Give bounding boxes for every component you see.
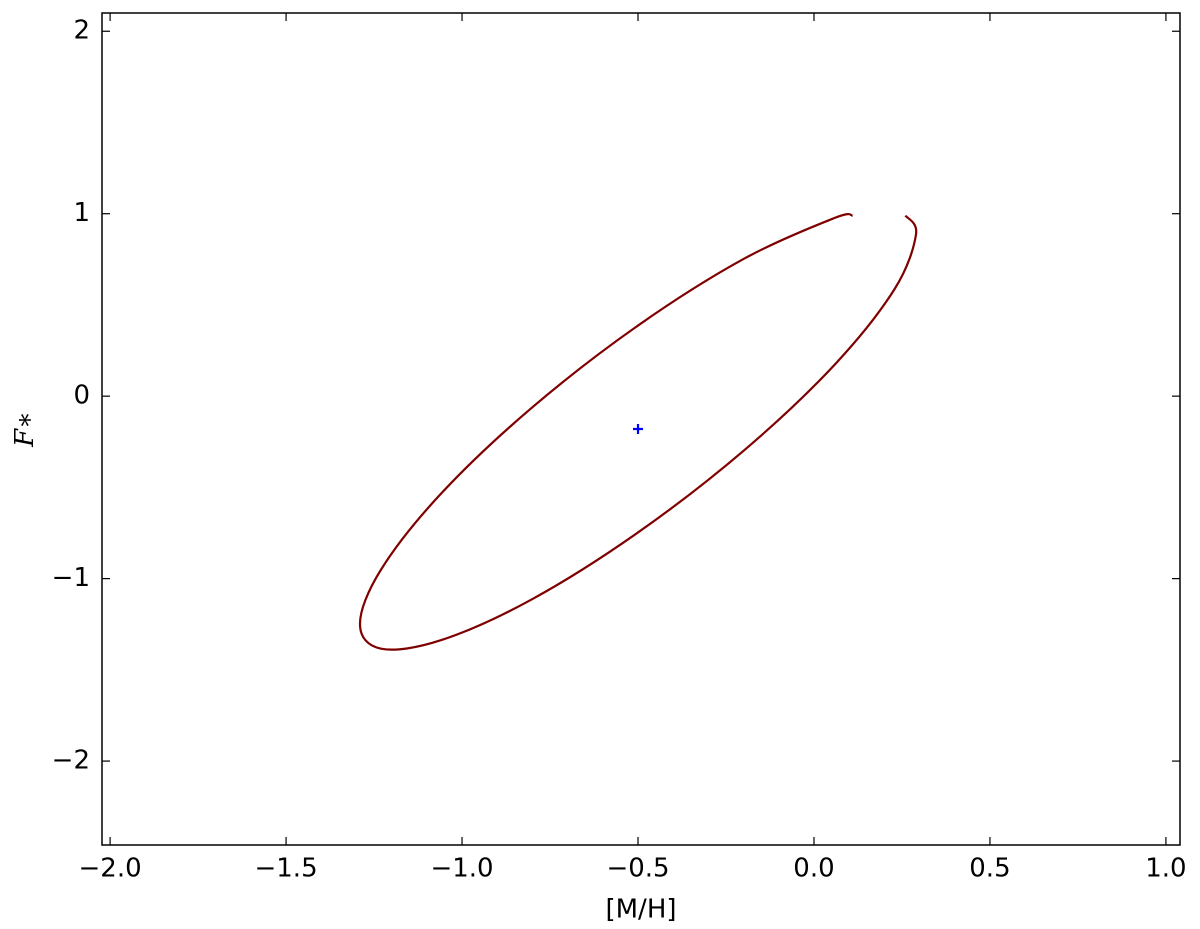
- y-tick-label: −2: [52, 746, 90, 776]
- plot-frame: [101, 12, 1181, 846]
- y-tick-label: 2: [73, 16, 90, 46]
- contour-line: [358, 212, 918, 651]
- x-tick-label: −1.5: [254, 854, 317, 884]
- x-tick-label: −0.5: [606, 854, 669, 884]
- y-tick-label: 0: [73, 381, 90, 411]
- center-marker: [633, 424, 644, 434]
- y-axis-label: F∗: [10, 411, 40, 448]
- x-tick-label: 0.0: [793, 854, 834, 884]
- x-tick-label: 0.5: [969, 854, 1010, 884]
- x-tick-label: −2.0: [79, 854, 142, 884]
- y-tick-label: 1: [73, 198, 90, 228]
- x-tick-label: 1.0: [1145, 854, 1186, 884]
- x-axis-label: [M/H]: [605, 895, 676, 925]
- x-tick-label: −1.0: [430, 854, 493, 884]
- y-tick-label: −1: [52, 563, 90, 593]
